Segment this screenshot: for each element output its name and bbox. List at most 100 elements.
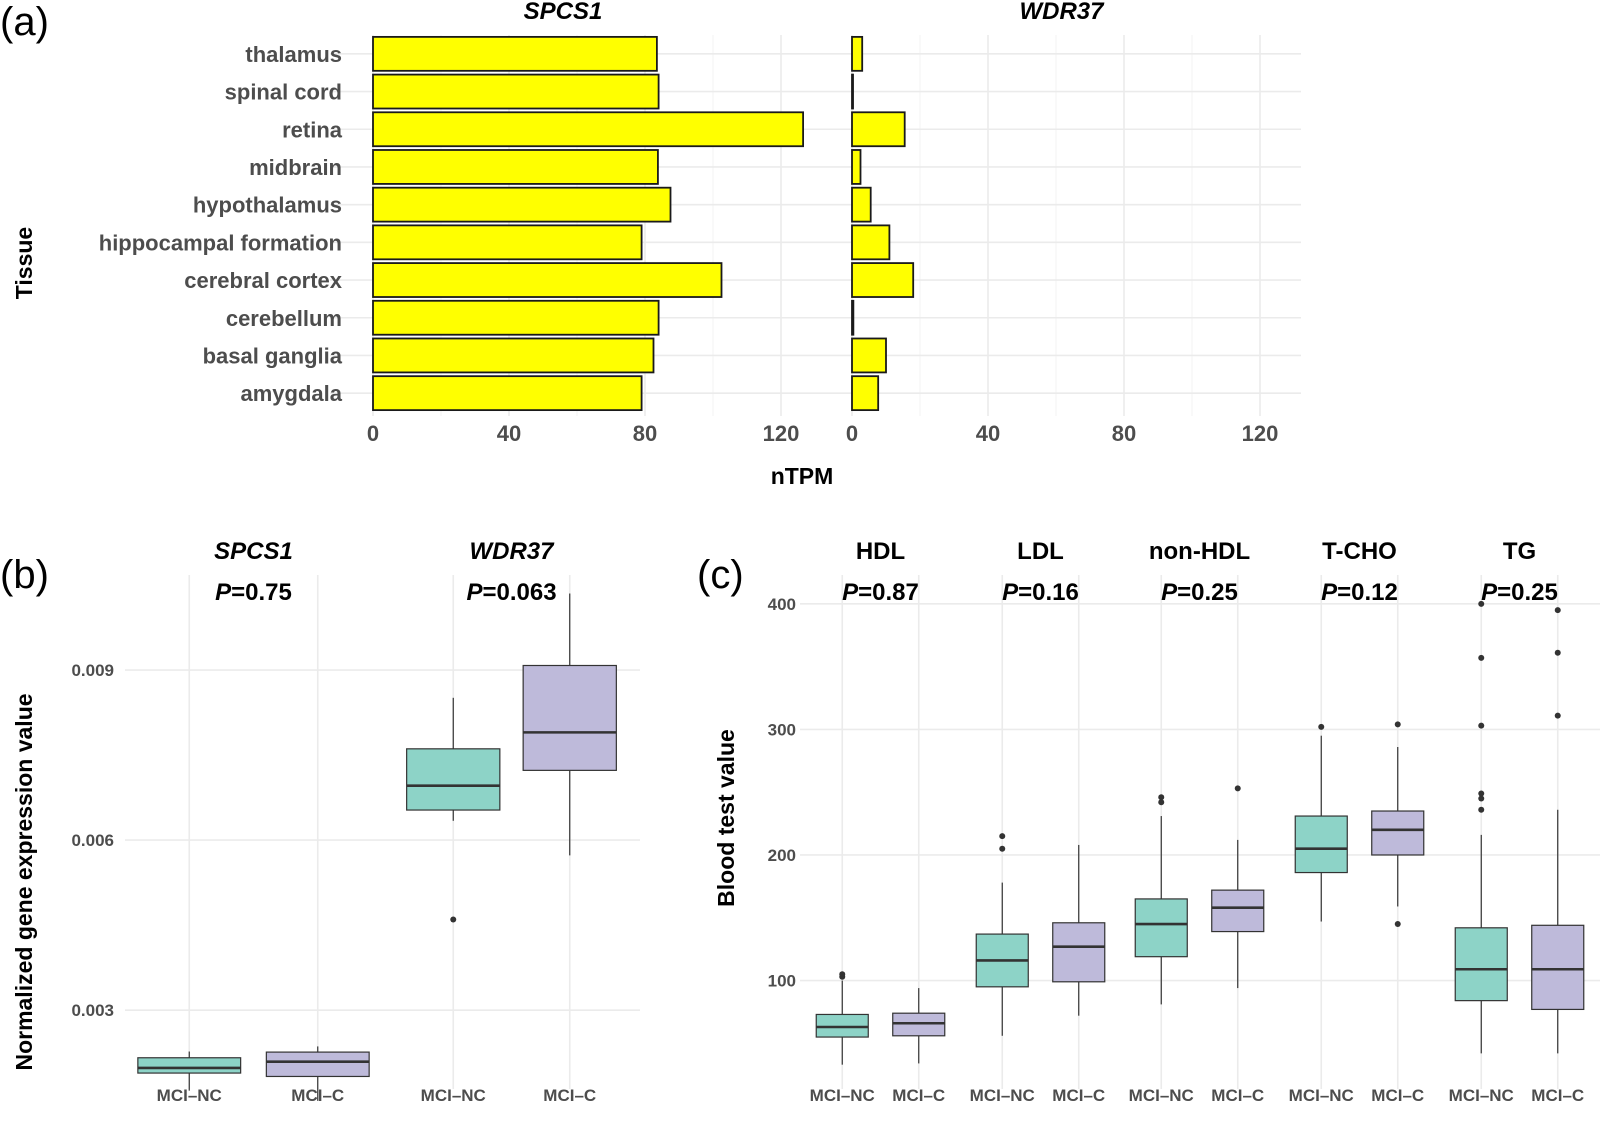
x-tick-label-mci-nc: MCI–NC [970, 1086, 1035, 1105]
facet-title-ldl: LDL [1017, 538, 1064, 565]
box-non-hdl-mci-nc-outlier [1158, 799, 1165, 806]
box-t-cho-mci-nc-iqr [1294, 815, 1348, 874]
x-tick-label-mci-c: MCI–C [1371, 1086, 1424, 1105]
x-tick-label-mci-nc: MCI–NC [1289, 1086, 1354, 1105]
bar-spcs1-basal-ganglia [372, 337, 655, 374]
bar-spcs1-thalamus [372, 35, 658, 72]
tissue-label-cerebral-cortex: cerebral cortex [184, 268, 343, 293]
box-tg-mci-nc-iqr [1454, 927, 1508, 1002]
facet-title-spcs1: SPCS1 [214, 538, 293, 565]
y-axis-title: Tissue [11, 227, 37, 299]
y-tick-label: 0.009 [71, 661, 114, 680]
x-tick-label-wdr37: 120 [1242, 421, 1279, 446]
box-ldl-mci-nc-outlier [999, 845, 1006, 852]
box-tg-mci-nc-outlier [1478, 806, 1485, 813]
box-non-hdl-mci-nc-iqr [1134, 898, 1188, 958]
bar-spcs1-spinal-cord [372, 73, 660, 110]
box-wdr37-mci-nc-outlier [450, 916, 457, 923]
x-tick-label-mci-c: MCI–C [1052, 1086, 1105, 1105]
bar-spcs1-hippocampal-formation [372, 224, 643, 261]
box-tg-mci-c-outlier [1554, 649, 1561, 656]
y-tick-label: 0.003 [71, 1001, 114, 1020]
y-tick-label: 400 [768, 595, 796, 614]
x-tick-label-mci-c: MCI–C [892, 1086, 945, 1105]
bar-wdr37-hippocampal-formation [851, 224, 891, 261]
tissue-label-hippocampal-formation: hippocampal formation [99, 230, 342, 255]
tissue-label-amygdala: amygdala [241, 381, 343, 406]
x-tick-label-mci-c: MCI–C [543, 1086, 596, 1105]
panel-label-a: (a) [0, 0, 49, 44]
facet-title-non-hdl: non-HDL [1149, 538, 1250, 565]
bar-wdr37-hypothalamus [851, 186, 872, 223]
box-non-hdl-mci-nc-outlier [1158, 794, 1165, 801]
facet-title-t-cho: T-CHO [1322, 538, 1397, 565]
box-tg-mci-c-outlier [1554, 607, 1561, 614]
x-tick-label-wdr37: 0 [846, 421, 858, 446]
bar-wdr37-amygdala [851, 375, 880, 412]
panel-c-blood-test-boxplot: 100 200 300 400 HDL P=0.87 MCI–NC MCI–C LDL P=0.1… [713, 538, 1600, 1105]
tissue-label-midbrain: midbrain [249, 155, 342, 180]
x-tick-label-mci-c: MCI–C [1531, 1086, 1584, 1105]
bar-spcs1-cerebral-cortex [372, 262, 723, 298]
box-wdr37-mci-nc-iqr [406, 748, 501, 811]
panel-b-gene-expression-boxplot: 0.003 0.006 0.009 SPCS1 P=0.75 MCI–NC MCI–C WDR… [11, 538, 640, 1105]
bar-wdr37-spinal-cord [851, 73, 854, 110]
x-tick-label-mci-nc: MCI–NC [1129, 1086, 1194, 1105]
p-value-ldl: P=0.16 [1002, 579, 1079, 606]
tissue-label-hypothalamus: hypothalamus [193, 193, 342, 218]
y-axis-title: Normalized gene expression value [11, 693, 37, 1070]
p-value-wdr37: P=0.063 [466, 579, 556, 606]
box-tg-mci-nc-outlier [1478, 790, 1485, 797]
box-spcs1-mci-c-iqr [265, 1051, 370, 1078]
tissue-label-spinal-cord: spinal cord [225, 80, 342, 105]
bar-wdr37-cerebral-cortex [851, 262, 915, 298]
facet-title-hdl: HDL [856, 538, 905, 565]
p-value-tg: P=0.25 [1481, 579, 1558, 606]
y-tick-label: 200 [768, 846, 796, 865]
x-tick-label-wdr37: 80 [1112, 421, 1136, 446]
box-non-hdl-mci-c-outlier [1234, 785, 1241, 792]
tissue-label-cerebellum: cerebellum [226, 306, 342, 331]
tissue-label-retina: retina [282, 117, 343, 142]
bar-wdr37-cerebellum [851, 299, 855, 336]
x-tick-label-mci-c: MCI–C [291, 1086, 344, 1105]
p-value-t-cho: P=0.12 [1321, 579, 1398, 606]
box-t-cho-mci-c-iqr [1371, 810, 1425, 856]
p-value-non-hdl: P=0.25 [1161, 579, 1238, 606]
box-t-cho-mci-c-outlier [1394, 721, 1401, 728]
bar-spcs1-hypothalamus [372, 186, 672, 223]
bar-spcs1-retina [372, 111, 805, 148]
x-tick-label-spcs1: 120 [763, 421, 800, 446]
panel-a-tissue-bar-chart: 0 40 80 120 SPCS1 0 40 80 120 WDR37 thalamus spinal… [11, 0, 1301, 489]
box-non-hdl-mci-c-iqr [1211, 889, 1265, 933]
tissue-label-basal-ganglia: basal ganglia [203, 343, 343, 368]
box-tg-mci-c-iqr [1531, 924, 1585, 1011]
box-t-cho-mci-nc-outlier [1318, 723, 1325, 730]
box-spcs1-mci-nc-iqr [137, 1057, 242, 1074]
box-tg-mci-c-outlier [1554, 712, 1561, 719]
bar-wdr37-midbrain [851, 149, 862, 185]
x-tick-label-mci-nc: MCI–NC [1449, 1086, 1514, 1105]
tissue-label-thalamus: thalamus [245, 42, 342, 67]
box-hdl-mci-nc-outlier [839, 971, 846, 978]
panel-label-c: (c) [697, 553, 744, 597]
x-axis-title: nTPM [771, 463, 834, 489]
y-axis-title: Blood test value [713, 729, 739, 907]
facet-title-wdr37: WDR37 [469, 538, 555, 565]
panel-label-b: (b) [0, 553, 49, 597]
x-tick-label-spcs1: 80 [633, 421, 657, 446]
box-ldl-mci-nc-outlier [999, 833, 1006, 840]
bar-wdr37-thalamus [851, 35, 864, 72]
box-tg-mci-nc-outlier [1478, 795, 1485, 802]
p-value-hdl: P=0.87 [842, 579, 919, 606]
box-t-cho-mci-c-outlier [1394, 921, 1401, 928]
x-tick-label-wdr37: 40 [976, 421, 1000, 446]
box-tg-mci-nc-outlier [1478, 654, 1485, 661]
x-tick-label-spcs1: 40 [497, 421, 521, 446]
facet-title-spcs1: SPCS1 [524, 0, 603, 25]
box-wdr37-mci-c-iqr [522, 664, 617, 771]
bar-spcs1-midbrain [372, 149, 659, 185]
x-tick-label-mci-nc: MCI–NC [421, 1086, 486, 1105]
x-tick-label-mci-c: MCI–C [1211, 1086, 1264, 1105]
bar-wdr37-basal-ganglia [851, 337, 887, 374]
